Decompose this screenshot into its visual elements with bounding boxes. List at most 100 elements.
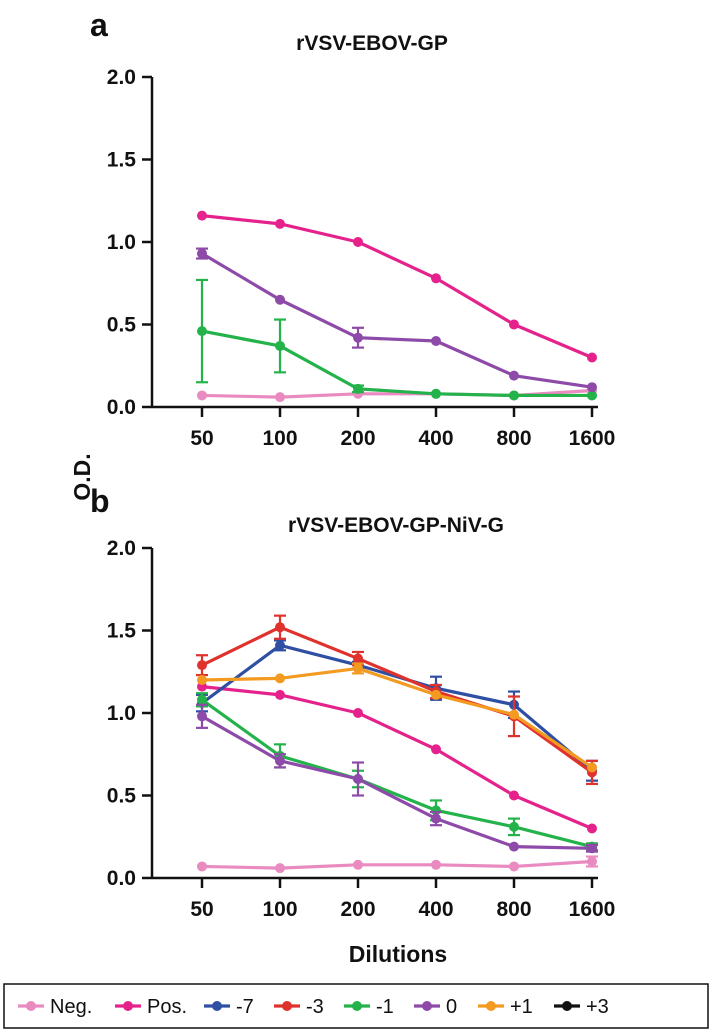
panel-b-marks	[196, 614, 598, 874]
panel-a-x-tick-label: 1600	[569, 427, 616, 450]
panel-b-series-m1	[197, 662, 597, 773]
panel-b-series-negm-point	[197, 861, 207, 872]
panel-b-chart: b rVSV-EBOV-GP-NiV-G 0.0 0.5 1.0 1.5 2.0 50 10…	[90, 483, 615, 967]
panel-a-series-0-point	[431, 336, 441, 346]
legend-item-m3: -3	[274, 996, 324, 1018]
panel-b-series-m1-point	[275, 673, 285, 684]
panel-a-y-tick-label: 0.5	[107, 314, 137, 337]
panel-b-series-m1-point	[197, 694, 207, 705]
panel-a-x-tick-label: 200	[340, 427, 375, 450]
panel-a-marks	[196, 210, 597, 403]
panel-b-y-tick-label: 1.5	[107, 620, 137, 643]
panel-b-series-0-point	[431, 813, 441, 824]
panel-b-series-m1-point	[509, 821, 519, 832]
panel-a-series-negm-point	[275, 392, 285, 403]
legend-item-m1-marker	[352, 1001, 362, 1011]
panel-b-series-m1-point	[353, 663, 363, 674]
panel-a-series-posm-point	[353, 237, 363, 247]
legend-item-m3: +3	[554, 996, 609, 1018]
panel-a-series-m1-point	[275, 340, 285, 351]
panel-a-x-tick-label: 800	[496, 427, 531, 450]
panel-a-series-m1-line	[201, 329, 592, 398]
panel-b-series-m3	[196, 614, 598, 786]
panel-a-chart: a rVSV-EBOV-GP 0.0 0.5 1.0 1.5 2.0 50 100 200 40…	[90, 7, 615, 450]
legend-item-m1: +1	[478, 996, 533, 1018]
panel-b-series-negm-point	[275, 863, 285, 874]
panel-b-series-m3-point	[353, 653, 363, 664]
legend-item-m1-label: -1	[376, 996, 394, 1018]
x-axis-title: Dilutions	[349, 941, 447, 967]
legend-item-m1: -1	[344, 996, 394, 1018]
panel-a-series-posm	[197, 210, 597, 363]
legend-item-m3-marker	[562, 1001, 572, 1011]
legend-item-negm-marker	[26, 1001, 36, 1011]
panel-a-y-tick-label: 0.0	[107, 396, 136, 419]
legend-item-m3-marker	[282, 1001, 292, 1011]
legend-item-0-marker	[422, 1001, 432, 1011]
panel-a-axes: 0.0 0.5 1.0 1.5 2.0 50 100 200 400 800 1600	[107, 66, 616, 450]
panel-b-series-posm	[197, 681, 597, 834]
panel-a-series-m1-point	[353, 383, 363, 394]
panel-b-series-0	[196, 703, 598, 854]
panel-a-letter: a	[90, 7, 108, 43]
panel-b-series-0-point	[509, 841, 519, 852]
panel-b-series-posm-point	[509, 790, 519, 801]
legend-item-m1-marker	[486, 1001, 496, 1011]
legend-items: Neg. Pos. -7 -3 -1 0 +1 +3	[18, 996, 609, 1018]
panel-b-series-m7-line	[201, 643, 594, 772]
panel-b-series-m7-point	[275, 640, 285, 651]
legend-item-negm-label: Neg.	[50, 996, 92, 1018]
panel-a-x-tick-label: 100	[262, 427, 297, 450]
panel-a-series-posm-point	[509, 319, 519, 330]
panel-a-series-0	[196, 247, 597, 393]
legend-item-0-label: 0	[446, 996, 457, 1018]
panel-a-series-m1-point	[509, 390, 519, 401]
panel-a-series-m1-point	[431, 388, 441, 399]
panel-b-y-tick-label: 2.0	[107, 537, 136, 560]
panel-b-x-tick-label: 50	[190, 898, 213, 921]
panel-b-title: rVSV-EBOV-GP-NiV-G	[288, 514, 504, 537]
panel-b-series-m1-point	[587, 762, 597, 773]
panel-a-series-m1-point	[587, 390, 597, 401]
panel-a-series-0-line	[201, 252, 593, 389]
legend-item-negm: Neg.	[18, 996, 92, 1018]
panel-a-series-posm-point	[587, 352, 597, 363]
panel-a-x-tick-label: 50	[190, 427, 213, 450]
panel-a-series-posm-point	[197, 210, 207, 221]
panel-b-letter: b	[90, 483, 110, 519]
panel-b-y-tick-label: 0.0	[107, 867, 136, 890]
panel-a-y-tick-label: 1.5	[107, 149, 137, 172]
panel-a-series-0-point	[587, 382, 597, 393]
panel-b-series-0-line	[201, 714, 593, 850]
panel-b-series-m1-line	[201, 698, 593, 849]
panel-b-series-m7	[196, 639, 598, 782]
panel-b-series-m3-point	[197, 660, 207, 671]
panel-b-series-negm-point	[431, 859, 441, 870]
panel-b-y-tick-label: 0.5	[107, 785, 137, 808]
panel-b-series-0-point	[197, 711, 207, 722]
panel-a-title: rVSV-EBOV-GP	[296, 32, 448, 55]
panel-b-series-negm	[197, 855, 598, 874]
legend-item-posm-label: Pos.	[147, 996, 187, 1018]
panel-b-series-posm-point	[431, 744, 441, 755]
panel-b-series-m1-point	[431, 689, 441, 700]
panel-b-series-0-point	[275, 755, 285, 766]
panel-b-x-tick-label: 400	[418, 898, 453, 921]
panel-a-series-0-point	[275, 294, 285, 305]
panel-b-series-m1-line	[201, 666, 593, 769]
panel-a-series-0-point	[509, 370, 519, 381]
panel-b-series-negm-point	[509, 861, 519, 872]
panel-b-x-tick-label: 100	[262, 898, 297, 921]
panel-b-y-tick-label: 1.0	[107, 702, 136, 725]
legend-item-m3-label: +3	[586, 996, 609, 1018]
panel-a-series-posm-point	[431, 273, 441, 284]
panel-b-series-posm-point	[275, 689, 285, 700]
panel-a-series-0-point	[197, 248, 207, 259]
panel-b-series-negm-point	[587, 856, 597, 867]
panel-b-series-posm-line	[201, 685, 593, 830]
panel-b-series-0-point	[587, 843, 597, 854]
panel-b-series-m1-point	[197, 675, 207, 685]
panel-b-series-negm-point	[353, 859, 363, 870]
legend: Neg. Pos. -7 -3 -1 0 +1 +3	[3, 983, 709, 1029]
panel-a-series-negm-point	[197, 390, 207, 401]
